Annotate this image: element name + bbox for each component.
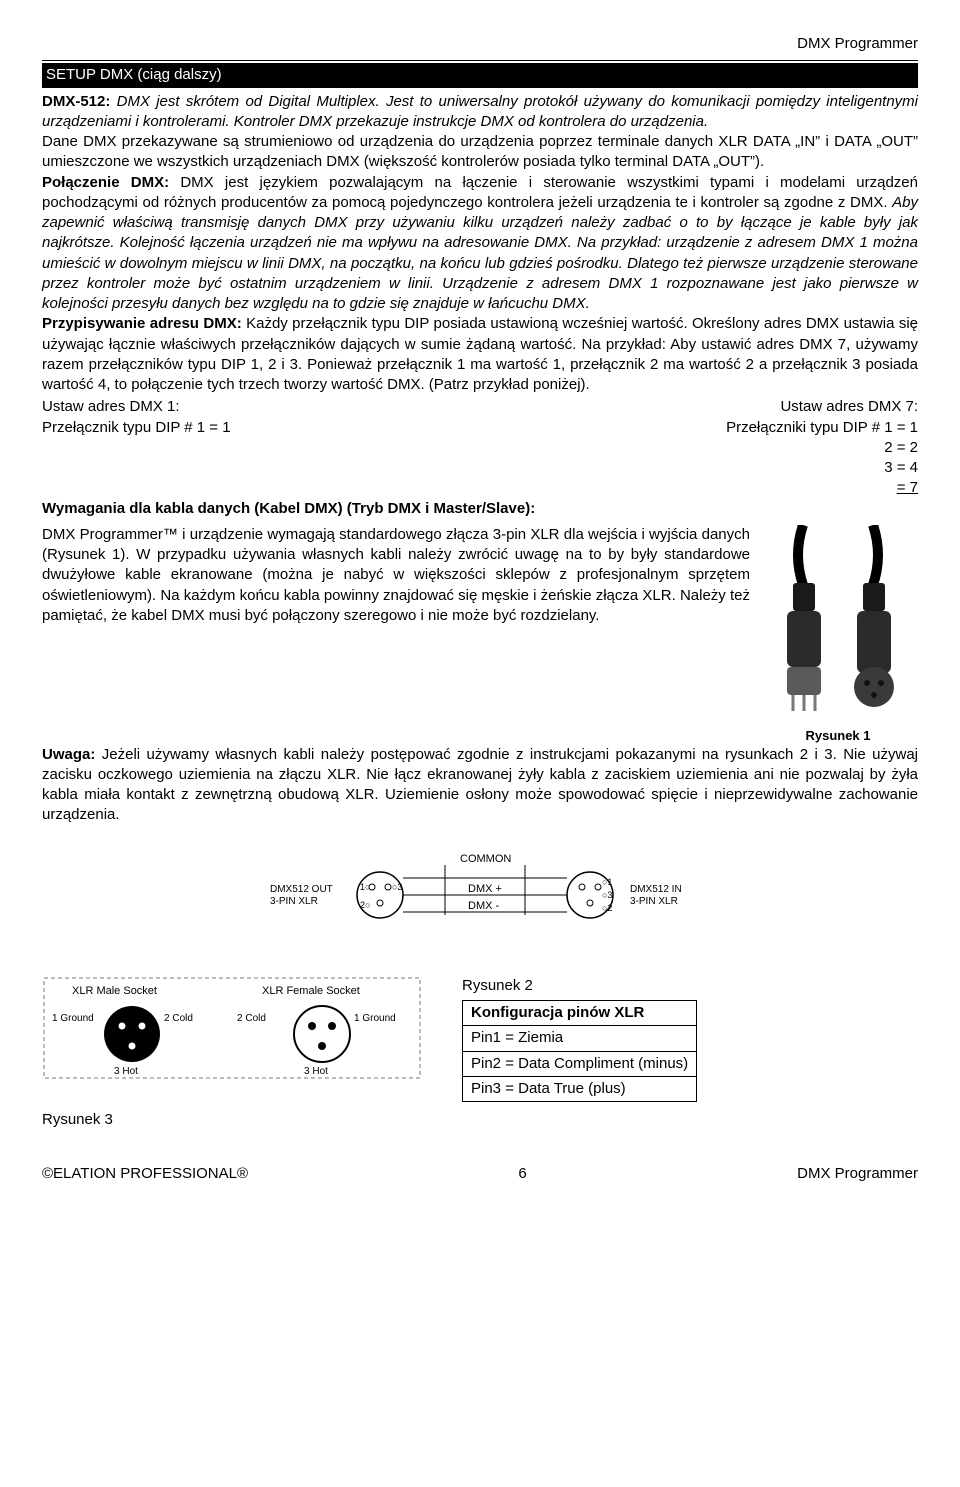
header-title: DMX Programmer <box>42 34 918 54</box>
uwaga-label: Uwaga: <box>42 746 95 763</box>
przypisywanie-paragraph: Przypisywanie adresu DMX: Każdy przełącz… <box>42 314 918 395</box>
section-bar: SETUP DMX (ciąg dalszy) <box>42 63 918 87</box>
svg-text:3 Hot: 3 Hot <box>304 1066 328 1077</box>
dmx512-label: DMX-512: <box>42 93 110 110</box>
svg-text:3-PIN XLR: 3-PIN XLR <box>630 896 678 907</box>
xlr-sockets-diagram-icon: XLR Male Socket 1 Ground 2 Cold 3 Hot XL… <box>42 976 422 1096</box>
svg-text:XLR Female Socket: XLR Female Socket <box>262 985 360 997</box>
bottom-diagram-zone: XLR Male Socket 1 Ground 2 Cold 3 Hot XL… <box>42 976 918 1131</box>
header-divider <box>42 60 918 61</box>
cable-image-box: Rysunek 1 <box>758 525 918 745</box>
figure2-block: DMX512 OUT 3-PIN XLR 1○ ○3 2○ ○1 ○3 ○2 D… <box>42 840 918 966</box>
svg-text:○3: ○3 <box>392 882 402 892</box>
addr7-line5: = 7 <box>726 478 918 498</box>
svg-text:3-PIN XLR: 3-PIN XLR <box>270 896 318 907</box>
dmx512-text: DMX jest skrótem od Digital Multiplex. J… <box>42 93 918 130</box>
dmx512-paragraph: DMX-512: DMX jest skrótem od Digital Mul… <box>42 92 918 133</box>
cable-row: DMX Programmer™ i urządzenie wymagają st… <box>42 525 918 745</box>
address-left: Ustaw adres DMX 1: Przełącznik typu DIP … <box>42 397 231 498</box>
pin-config-table: Konfiguracja pinów XLR Pin1 = Ziemia Pin… <box>462 1000 697 1102</box>
xlr-wiring-diagram-icon: DMX512 OUT 3-PIN XLR 1○ ○3 2○ ○1 ○3 ○2 D… <box>230 840 730 960</box>
figure2-caption-and-table: Rysunek 2 Konfiguracja pinów XLR Pin1 = … <box>462 976 697 1102</box>
svg-text:1 Ground: 1 Ground <box>52 1013 94 1024</box>
przypisywanie-label: Przypisywanie adresu DMX: <box>42 315 242 332</box>
svg-text:2 Cold: 2 Cold <box>164 1013 193 1024</box>
footer-left: ©ELATION PROFESSIONAL® <box>42 1164 248 1184</box>
page-footer: ©ELATION PROFESSIONAL® 6 DMX Programmer <box>42 1164 918 1184</box>
svg-text:○3: ○3 <box>602 890 612 900</box>
address-example-block: Ustaw adres DMX 1: Przełącznik typu DIP … <box>42 397 918 498</box>
addr7-line4: 3 = 4 <box>726 458 918 478</box>
cable-caption: Rysunek 1 <box>758 727 918 745</box>
polaczenie-paragraph: Połączenie DMX: DMX jest językiem pozwal… <box>42 173 918 315</box>
svg-text:1○: 1○ <box>360 882 370 892</box>
figure3-caption: Rysunek 3 <box>42 1110 422 1130</box>
addr7-line1: Ustaw adres DMX 7: <box>726 397 918 417</box>
svg-text:2○: 2○ <box>360 900 370 910</box>
polaczenie-plain: DMX jest językiem pozwalającym na łączen… <box>42 174 918 211</box>
svg-text:XLR Male Socket: XLR Male Socket <box>72 985 157 997</box>
polaczenie-italic: Aby zapewnić właściwą transmisję danych … <box>42 194 918 312</box>
pin-table-row1: Pin1 = Ziemia <box>463 1026 697 1051</box>
figure2-caption: Rysunek 2 <box>462 976 697 996</box>
addr1-line2: Przełącznik typu DIP # 1 = 1 <box>42 418 231 438</box>
svg-text:○2: ○2 <box>602 903 612 913</box>
uwaga-text: Jeżeli używamy własnych kabli należy pos… <box>42 746 918 824</box>
figure3-block: XLR Male Socket 1 Ground 2 Cold 3 Hot XL… <box>42 976 422 1131</box>
cable-text: DMX Programmer™ i urządzenie wymagają st… <box>42 525 750 626</box>
footer-right: DMX Programmer <box>797 1164 918 1184</box>
svg-text:2 Cold: 2 Cold <box>237 1013 266 1024</box>
xlr-cable-icon <box>763 525 913 715</box>
pin-table-row2: Pin2 = Data Compliment (minus) <box>463 1051 697 1076</box>
svg-text:DMX +: DMX + <box>468 883 502 895</box>
addr1-line1: Ustaw adres DMX 1: <box>42 397 231 417</box>
svg-text:COMMON: COMMON <box>460 853 511 865</box>
pin-table-header: Konfiguracja pinów XLR <box>463 1001 697 1026</box>
svg-text:3 Hot: 3 Hot <box>114 1066 138 1077</box>
svg-text:○1: ○1 <box>602 877 612 887</box>
footer-page-number: 6 <box>518 1164 526 1184</box>
polaczenie-label: Połączenie DMX: <box>42 174 169 191</box>
svg-text:DMX512 IN: DMX512 IN <box>630 884 682 895</box>
pin-table-row3: Pin3 = Data True (plus) <box>463 1076 697 1101</box>
svg-text:DMX512 OUT: DMX512 OUT <box>270 884 333 895</box>
dmx-data-paragraph: Dane DMX przekazywane są strumieniowo od… <box>42 132 918 173</box>
cable-heading: Wymagania dla kabla danych (Kabel DMX) (… <box>42 499 918 519</box>
addr7-line2: Przełączniki typu DIP # 1 = 1 <box>726 418 918 438</box>
svg-text:DMX -: DMX - <box>468 900 500 912</box>
address-right: Ustaw adres DMX 7: Przełączniki typu DIP… <box>726 397 918 498</box>
addr7-line3: 2 = 2 <box>726 438 918 458</box>
uwaga-paragraph: Uwaga: Jeżeli używamy własnych kabli nal… <box>42 745 918 826</box>
svg-text:1 Ground: 1 Ground <box>354 1013 396 1024</box>
